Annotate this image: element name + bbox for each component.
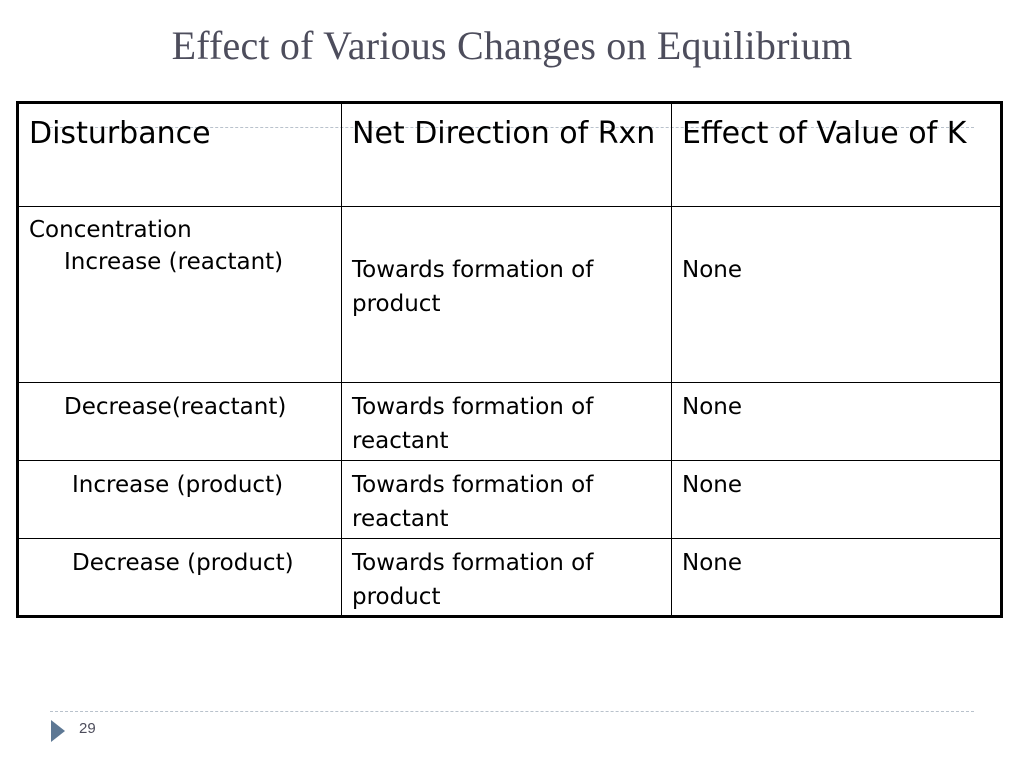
disturbance-label: Decrease (product) <box>72 550 294 576</box>
disturbance-cell: Concentration Increase (reactant) <box>17 206 342 383</box>
direction-label: Towards formation of reactant <box>352 394 594 454</box>
disturbance-label: Decrease(reactant) <box>64 394 287 420</box>
disturbance-cell: Decrease(reactant) <box>17 382 342 461</box>
slide-title: Effect of Various Changes on Equilibrium <box>171 23 853 68</box>
direction-cell: Towards formation of product <box>341 538 672 617</box>
k-effect-label: None <box>682 394 743 420</box>
direction-cell: Towards formation of product <box>341 206 672 383</box>
k-effect-label: None <box>682 472 743 498</box>
direction-label: Towards formation of product <box>352 257 594 317</box>
footer-divider <box>50 711 974 712</box>
disturbance-cell: Decrease (product) <box>17 538 342 617</box>
k-effect-cell: None <box>671 382 1002 461</box>
k-effect-cell: None <box>671 538 1002 617</box>
header-net-direction: Net Direction of Rxn <box>341 102 672 207</box>
table-header-row: Disturbance Net Direction of Rxn Effect … <box>17 102 1002 207</box>
triangle-right-icon <box>51 720 65 742</box>
disturbance-cell: Increase (product) <box>17 460 342 539</box>
header-disturbance: Disturbance <box>17 102 342 207</box>
k-effect-cell: None <box>671 206 1002 383</box>
direction-cell: Towards formation of reactant <box>341 460 672 539</box>
direction-cell: Towards formation of reactant <box>341 382 672 461</box>
page-number: 29 <box>79 720 96 737</box>
direction-label: Towards formation of product <box>352 550 594 610</box>
table-row: Increase (product) Towards formation of … <box>17 460 1002 539</box>
disturbance-label: Increase (reactant) <box>64 249 284 275</box>
header-k-effect: Effect of Value of K <box>671 102 1002 207</box>
k-effect-label: None <box>682 257 743 283</box>
disturbance-label: Increase (product) <box>72 472 284 498</box>
equilibrium-table: Disturbance Net Direction of Rxn Effect … <box>16 101 1003 618</box>
category-label: Concentration <box>29 217 192 243</box>
direction-label: Towards formation of reactant <box>352 472 594 532</box>
k-effect-label: None <box>682 550 743 576</box>
table-row: Decrease(reactant) Towards formation of … <box>17 382 1002 461</box>
k-effect-cell: None <box>671 460 1002 539</box>
table-row: Decrease (product) Towards formation of … <box>17 538 1002 617</box>
table-row: Concentration Increase (reactant) Toward… <box>17 206 1002 383</box>
